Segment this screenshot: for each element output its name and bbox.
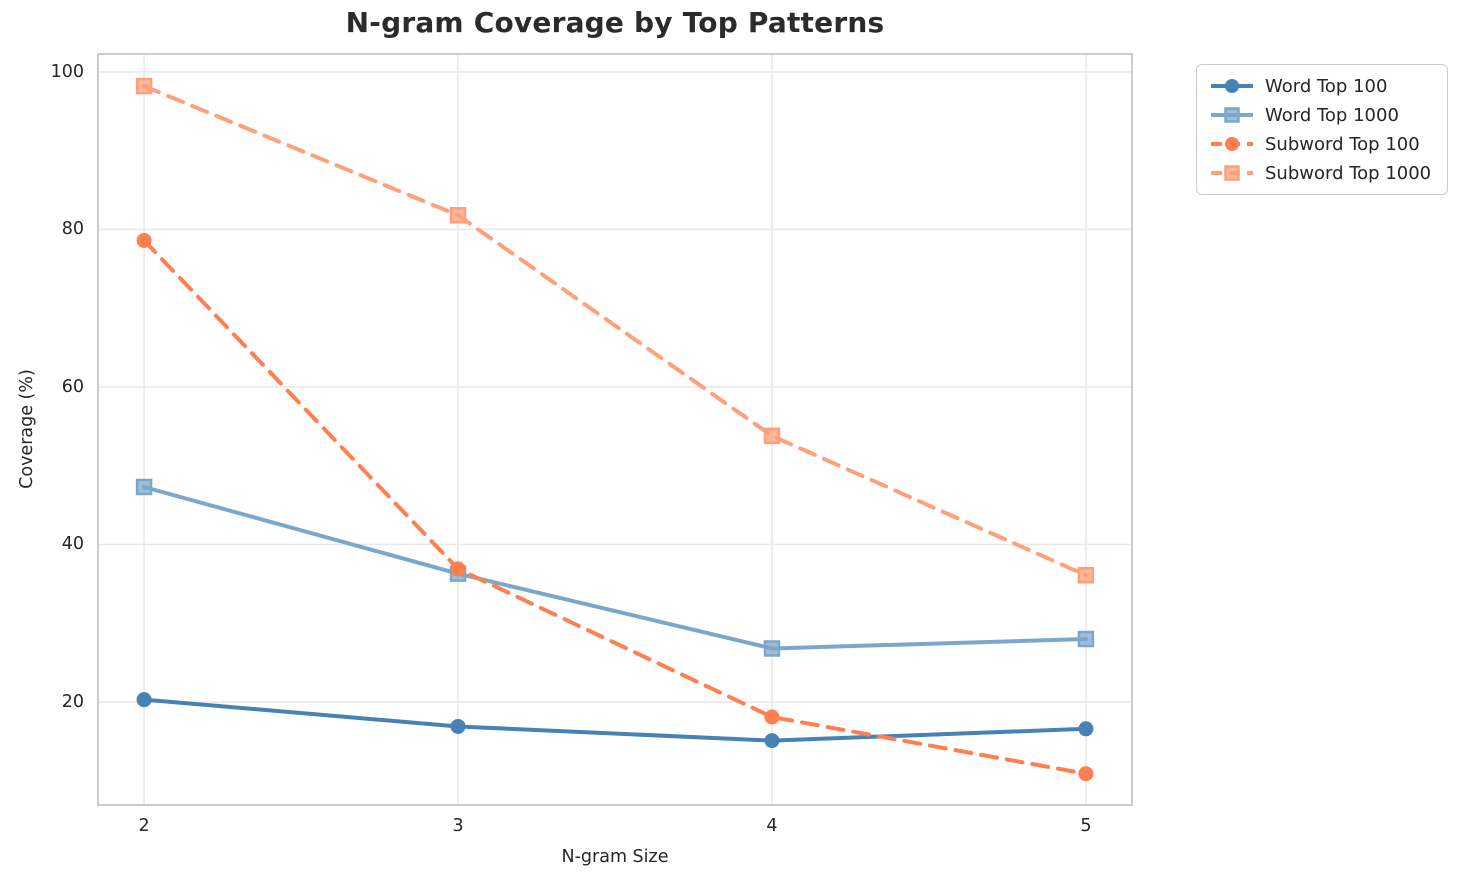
x-tick-label: 2: [138, 816, 150, 836]
legend-label-subword-top-100: Subword Top 100: [1265, 133, 1420, 155]
legend-item-subword-top-100: Subword Top 100: [1209, 133, 1431, 155]
legend-swatch-subword-top-1000: [1211, 165, 1253, 181]
legend-swatch-word-top-1000: [1211, 107, 1253, 123]
marker-word-top-100: [450, 718, 466, 734]
y-tick-label: 40: [61, 534, 84, 555]
marker-word-top-1000: [763, 640, 781, 657]
axes-border: [97, 53, 1133, 806]
y-tick-label: 20: [61, 692, 84, 713]
marker-word-top-100: [764, 733, 780, 749]
marker-word-top-1000: [1077, 630, 1095, 648]
marker-subword-top-100: [764, 709, 780, 725]
legend: Word Top 100 Word Top 1000 Subword Top 100…: [1196, 64, 1449, 195]
marker-subword-top-1000: [1077, 566, 1095, 584]
marker-subword-top-1000: [135, 77, 153, 95]
legend-item-word-top-1000: Word Top 1000: [1209, 104, 1431, 126]
marker-subword-top-1000: [449, 207, 467, 224]
series-line-word-top-1000: [142, 484, 1088, 651]
circle-marker-icon: [1225, 137, 1239, 151]
plot-canvas: [97, 53, 1133, 806]
marker-word-top-100: [1078, 721, 1094, 737]
marker-subword-top-100: [1078, 766, 1094, 782]
marker-subword-top-1000: [763, 427, 781, 445]
chart-title: N-gram Coverage by Top Patterns: [345, 6, 885, 39]
circle-marker-icon: [1225, 79, 1239, 93]
legend-label-word-top-100: Word Top 100: [1265, 75, 1388, 97]
series-line-subword-top-100: [142, 238, 1088, 776]
y-axis-label: Coverage (%): [17, 369, 37, 489]
square-marker-icon: [1224, 107, 1240, 123]
plot-area: [97, 53, 1133, 806]
legend-swatch-word-top-100: [1211, 79, 1253, 93]
series-line-subword-top-1000: [142, 84, 1088, 578]
legend-swatch-subword-top-100: [1211, 137, 1253, 151]
square-marker-icon: [1224, 165, 1240, 181]
legend-label-word-top-1000: Word Top 1000: [1265, 104, 1399, 126]
legend-item-word-top-100: Word Top 100: [1209, 75, 1431, 97]
x-tick-label: 3: [452, 816, 464, 836]
legend-label-subword-top-1000: Subword Top 1000: [1265, 162, 1432, 184]
marker-subword-top-100: [136, 232, 152, 248]
y-tick-label: 60: [61, 376, 84, 397]
x-axis-label: N-gram Size: [561, 847, 669, 867]
series-line-word-top-100: [142, 697, 1088, 743]
marker-word-top-1000: [135, 478, 153, 496]
y-tick-label: 100: [50, 61, 84, 82]
y-tick-label: 80: [61, 219, 84, 240]
marker-subword-top-100: [450, 561, 466, 577]
x-tick-label: 4: [766, 816, 778, 836]
marker-word-top-100: [136, 692, 152, 708]
x-tick-label: 5: [1080, 816, 1092, 836]
legend-item-subword-top-1000: Subword Top 1000: [1209, 162, 1431, 184]
